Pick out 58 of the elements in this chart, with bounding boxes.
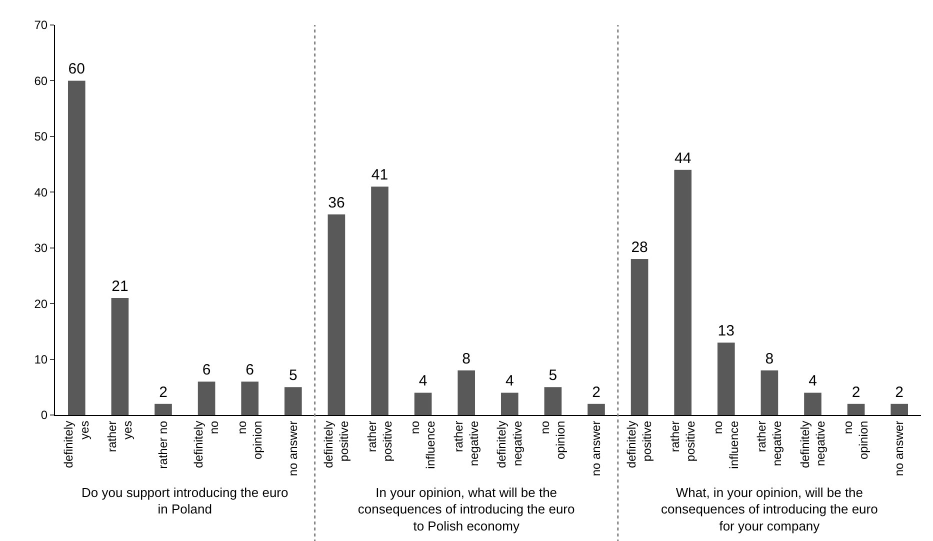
data-label: 41 [371, 166, 388, 184]
data-label: 2 [159, 384, 168, 401]
x-tick-label: rather yes [105, 420, 135, 452]
bar [198, 382, 216, 415]
data-label: 8 [765, 350, 774, 368]
data-label: 2 [852, 384, 860, 401]
x-tick-label: rather no [156, 420, 170, 469]
data-label: 13 [718, 322, 734, 340]
x-tick-label: definitely no [192, 420, 222, 468]
data-label: 8 [462, 350, 471, 368]
data-label: 5 [288, 367, 298, 384]
data-label: 2 [592, 384, 600, 401]
bar [154, 404, 172, 415]
x-tick-label: no answer [589, 420, 604, 476]
data-label: 2 [895, 384, 904, 401]
bar [414, 392, 432, 415]
bar [630, 259, 648, 415]
y-tick-label: 70 [34, 18, 48, 32]
bar [111, 298, 129, 415]
data-label: 4 [808, 372, 817, 390]
data-label: 21 [112, 278, 128, 295]
y-tick-label: 40 [34, 185, 48, 200]
data-label: 28 [631, 239, 648, 256]
bar [68, 80, 86, 415]
x-tick-label: definitely yes [62, 420, 92, 468]
y-tick-label: 10 [34, 352, 48, 366]
x-axis-title: In your opinion, what will be the consequences of introducing the euro to Polish economy [358, 484, 575, 534]
bar [544, 387, 562, 415]
y-tick-label: 60 [34, 74, 48, 88]
data-label: 4 [418, 372, 428, 390]
y-tick-label: 50 [34, 130, 48, 144]
x-tick-label: no answer [286, 420, 300, 476]
bar [371, 186, 388, 415]
bar [500, 392, 518, 415]
y-tick-label: 20 [34, 296, 48, 311]
x-tick-label: no answer [892, 420, 906, 476]
bar [847, 404, 865, 415]
y-tick-label: 30 [34, 241, 48, 256]
bar [760, 370, 778, 415]
bar [804, 392, 822, 415]
x-axis-title: What, in your opinion, will be the consequences of introducing the euro for your company [661, 484, 878, 534]
bar [588, 404, 605, 415]
bar [241, 382, 259, 415]
data-label: 36 [328, 194, 345, 212]
bar [674, 170, 692, 415]
data-label: 60 [68, 60, 85, 78]
data-label: 6 [246, 362, 254, 379]
bar [717, 342, 735, 415]
bar [284, 387, 302, 415]
data-label: 6 [202, 362, 211, 379]
bar [328, 214, 346, 415]
y-tick-label: 0 [40, 408, 48, 422]
data-label: 5 [548, 367, 558, 384]
bar [890, 404, 908, 415]
x-axis-title: Do you support introducing the euro in Poland [82, 484, 288, 517]
data-label: 4 [505, 372, 514, 390]
data-label: 44 [674, 150, 692, 167]
bar [458, 370, 476, 415]
